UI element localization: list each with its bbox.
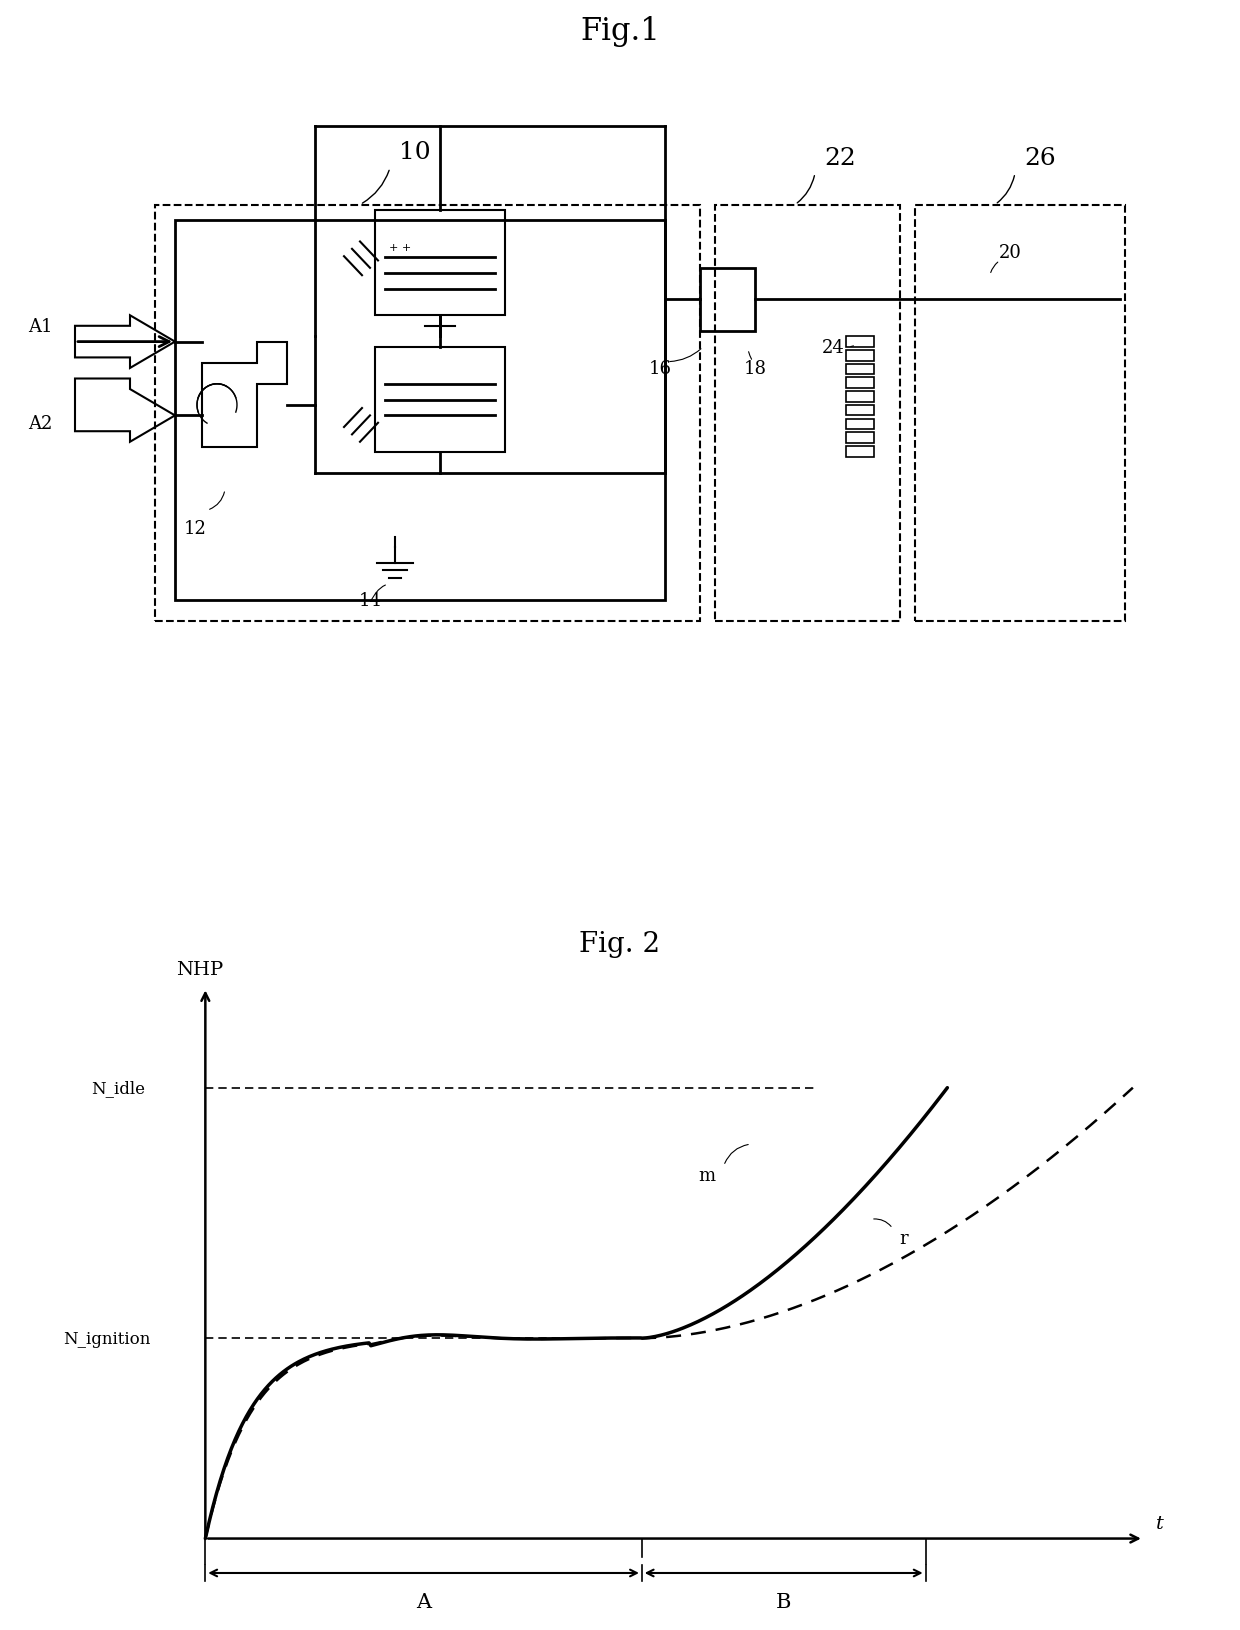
Bar: [846, 337, 874, 347]
Text: A1: A1: [27, 318, 52, 336]
Text: t: t: [1156, 1514, 1164, 1532]
Text: N_idle: N_idle: [91, 1079, 145, 1097]
Text: 12: 12: [184, 520, 206, 538]
Text: B: B: [776, 1591, 791, 1610]
Bar: [915, 205, 1125, 621]
Text: 14: 14: [358, 592, 382, 610]
Text: 24: 24: [822, 339, 844, 357]
Text: NHP: NHP: [176, 960, 223, 978]
Text: A: A: [417, 1591, 432, 1610]
Text: + +: + +: [389, 243, 412, 253]
Bar: [846, 391, 874, 403]
Bar: [846, 447, 874, 458]
Bar: [846, 406, 874, 416]
Text: Fig. 2: Fig. 2: [579, 931, 661, 957]
Text: 16: 16: [649, 360, 672, 378]
Text: 22: 22: [825, 147, 856, 170]
Bar: [701, 269, 755, 333]
Bar: [846, 419, 874, 430]
Bar: [846, 365, 874, 375]
Text: r: r: [899, 1229, 908, 1247]
Bar: [715, 205, 900, 621]
Bar: [374, 210, 505, 316]
Text: 20: 20: [998, 244, 1022, 262]
Text: N_ignition: N_ignition: [63, 1330, 151, 1346]
Bar: [846, 350, 874, 362]
Bar: [846, 434, 874, 443]
Bar: [846, 378, 874, 390]
Text: Fig.1: Fig.1: [580, 16, 660, 47]
Text: A2: A2: [27, 414, 52, 432]
Bar: [175, 222, 665, 600]
Bar: [374, 347, 505, 453]
Text: m: m: [698, 1167, 715, 1185]
Text: 26: 26: [1024, 147, 1056, 170]
Text: 18: 18: [744, 360, 766, 378]
Bar: [155, 205, 701, 621]
Text: 10: 10: [399, 142, 430, 165]
